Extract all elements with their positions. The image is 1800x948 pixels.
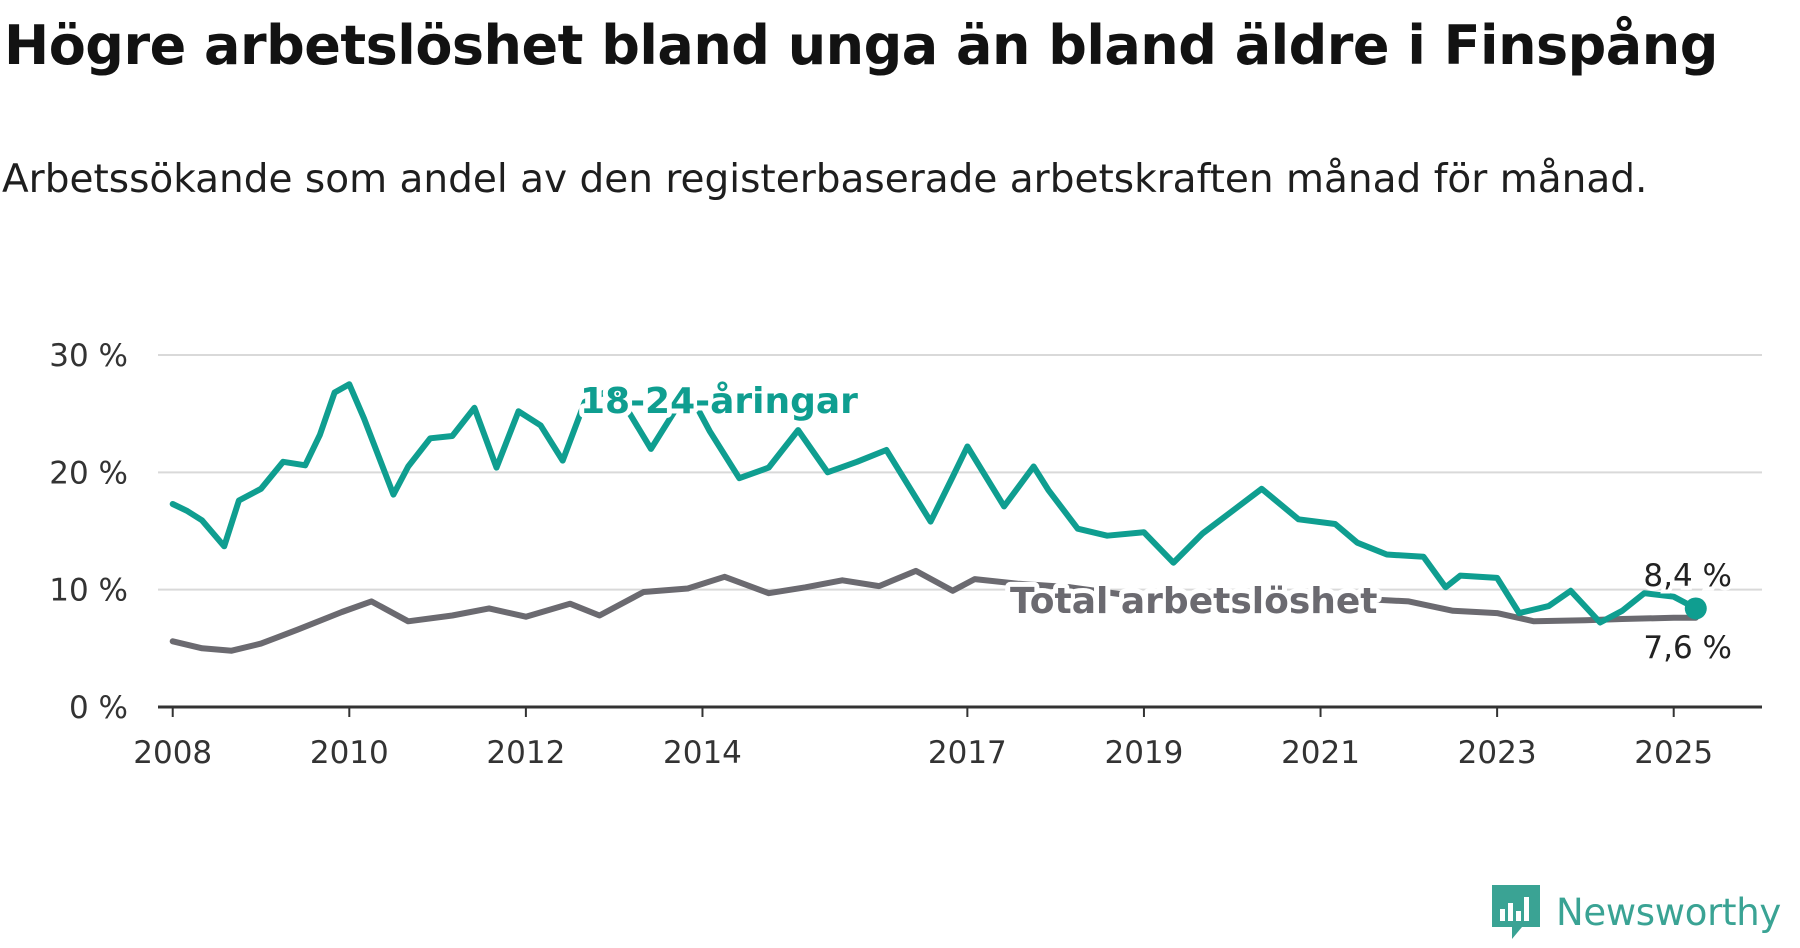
- y-tick-label: 20 %: [49, 455, 128, 491]
- y-axis: 0 % 10 % 20 % 30 %: [49, 338, 128, 726]
- x-tick-label: 2008: [133, 735, 212, 771]
- x-axis: 2008 2010 2012 2014 2017 2019 2021 2023 2025: [133, 707, 1713, 771]
- chart-title: Högre arbetslöshet bland unga än bland ä…: [4, 14, 1718, 77]
- x-tick-label: 2014: [663, 735, 742, 771]
- brand-logo: Newsworthy: [1490, 880, 1781, 944]
- x-tick-label: 2017: [928, 735, 1007, 771]
- x-tick-label: 2021: [1281, 735, 1360, 771]
- y-tick-label: 30 %: [49, 338, 128, 374]
- series-lines: [169, 381, 1707, 654]
- series-label-youth: 18-24-åringar: [580, 381, 858, 422]
- series-line-youth: [169, 381, 1699, 626]
- series-labels: 18-24-åringar Total arbetslöshet 8,4 % 7,6 …: [575, 376, 1736, 670]
- x-tick-label: 2023: [1458, 735, 1537, 771]
- line-chart: 0 % 10 % 20 % 30 % 2008 2010 2012 2014 2017 2019…: [49, 338, 1762, 771]
- x-tick-label: 2010: [310, 735, 389, 771]
- x-tick-label: 2025: [1634, 735, 1713, 771]
- end-label-total: 7,6 %: [1643, 630, 1732, 666]
- series-label-total: Total arbetslöshet: [1010, 581, 1378, 622]
- x-tick-label: 2012: [486, 735, 565, 771]
- y-tick-label: 10 %: [49, 573, 128, 609]
- end-label-youth: 8,4 %: [1643, 558, 1732, 594]
- series-line-total: [169, 567, 1699, 654]
- grid-layer: [158, 354, 1762, 709]
- y-tick-label: 0 %: [69, 690, 128, 726]
- x-tick-label: 2019: [1104, 735, 1183, 771]
- newsworthy-icon: [1492, 885, 1540, 939]
- end-marker-youth: [1684, 597, 1707, 620]
- brand-name: Newsworthy: [1556, 890, 1781, 934]
- chart-subtitle: Arbetssökande som andel av den registerb…: [2, 157, 1648, 202]
